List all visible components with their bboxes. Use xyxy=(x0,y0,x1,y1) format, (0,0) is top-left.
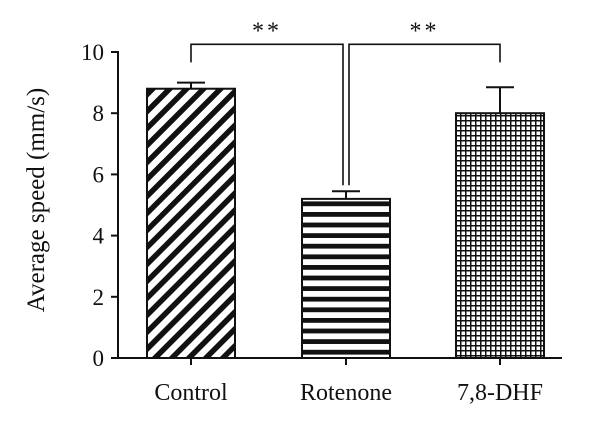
y-tick-label: 2 xyxy=(93,285,105,310)
y-tick-label: 10 xyxy=(81,40,104,65)
significance-label: ** xyxy=(252,18,282,44)
y-tick-label: 0 xyxy=(93,346,105,371)
y-tick-label: 6 xyxy=(93,162,105,187)
x-category-label: Control xyxy=(154,380,228,406)
plot-area: 0 2 4 6 8 10 Control Rotenone 7,8-DHF ** ** xyxy=(81,18,562,406)
bar-7-8-dhf xyxy=(455,112,545,359)
significance-label: ** xyxy=(410,18,440,44)
bar-control xyxy=(146,87,236,359)
significance-bracket xyxy=(348,43,501,186)
y-tick-label: 8 xyxy=(93,101,105,126)
y-tick-label: 4 xyxy=(93,224,105,249)
y-axis-title: Average speed (mm/s) xyxy=(23,88,50,312)
x-category-label: Rotenone xyxy=(300,380,392,406)
x-category-label: 7,8-DHF xyxy=(457,380,543,406)
bar-rotenone xyxy=(301,197,391,359)
significance-bracket xyxy=(190,43,344,186)
